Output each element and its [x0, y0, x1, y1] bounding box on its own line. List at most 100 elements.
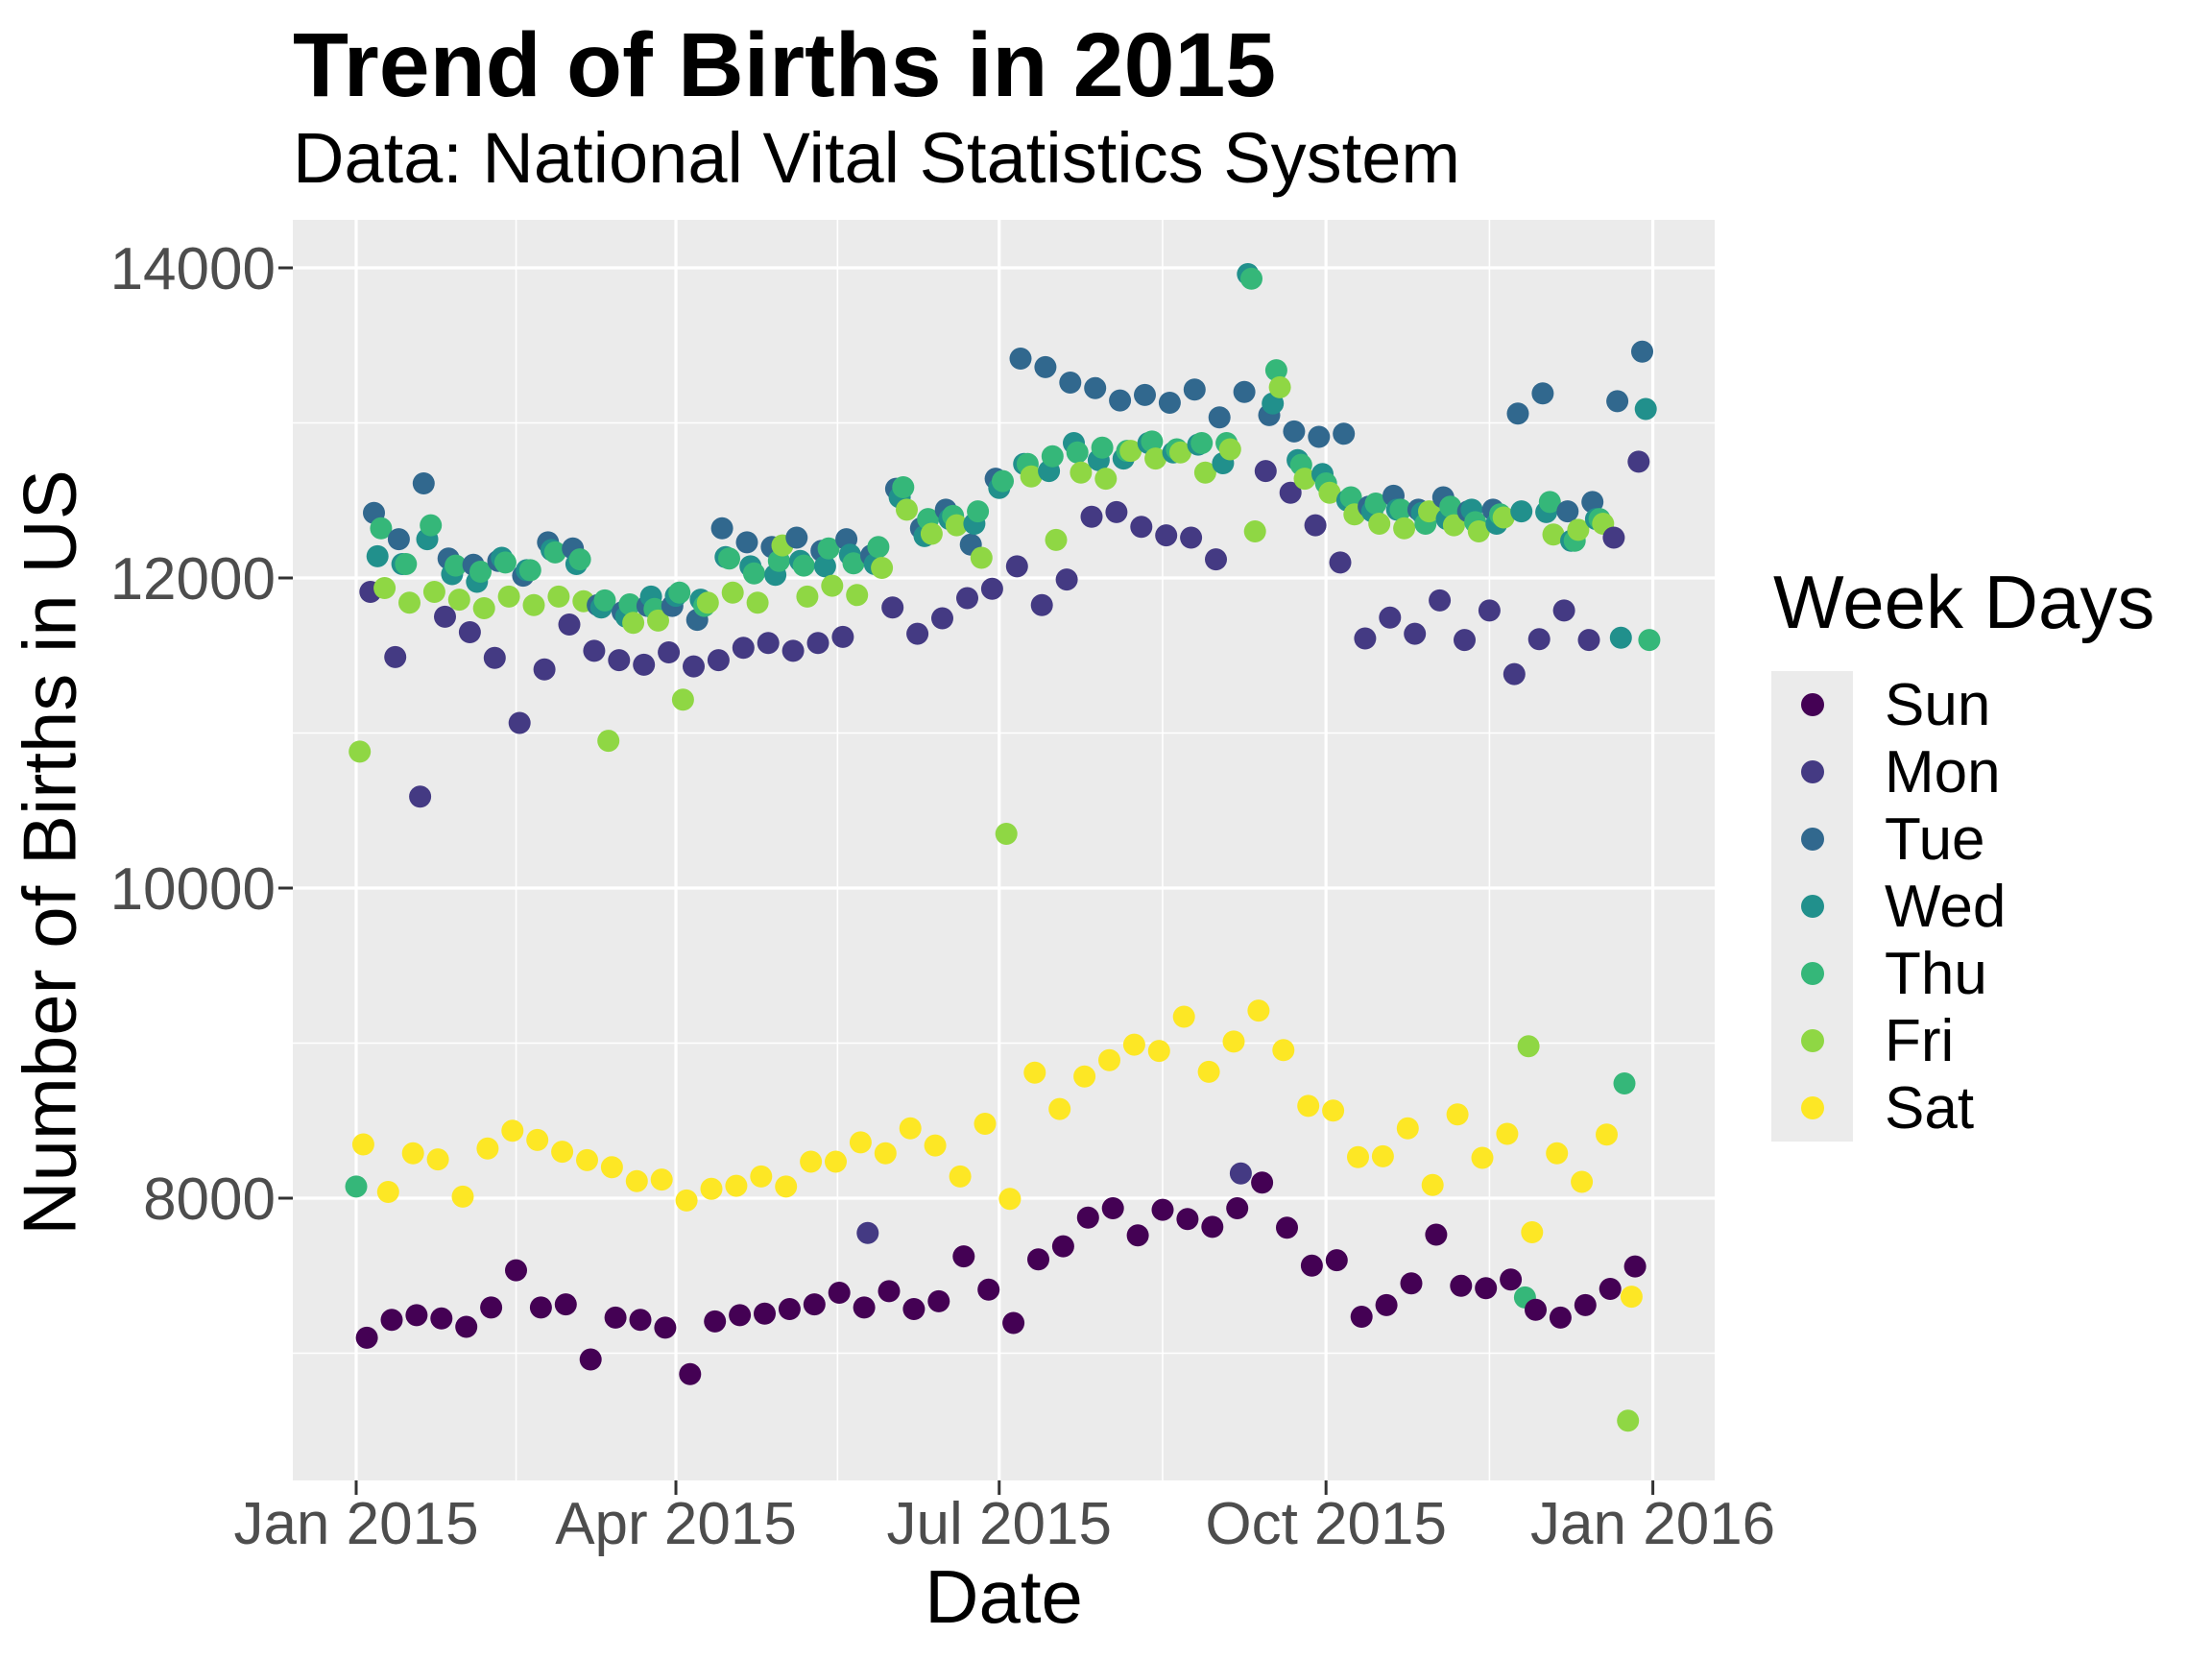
data-point-thu	[668, 581, 691, 604]
data-point-sun	[927, 1289, 950, 1312]
data-point-thu	[1190, 432, 1214, 454]
legend-row-fri: Fri	[1771, 1007, 2154, 1074]
legend-label: Mon	[1885, 738, 2001, 805]
data-point-tue	[1183, 378, 1206, 401]
data-point-sat	[1322, 1099, 1345, 1122]
data-point-sun	[1574, 1293, 1597, 1316]
data-point-tue	[1034, 355, 1057, 378]
chart-title: Trend of Births in 2015	[293, 14, 1277, 116]
data-point-fri	[945, 514, 968, 537]
data-point-sun	[1300, 1254, 1323, 1277]
data-point-sat	[451, 1185, 474, 1208]
data-point-fri	[920, 522, 943, 545]
data-point-sun	[729, 1304, 752, 1327]
data-point-tue	[1158, 392, 1181, 414]
data-point-sun	[1176, 1208, 1199, 1231]
legend-entries: Sun Mon Tue Wed Thu Fri Sat	[1771, 671, 2154, 1142]
data-point-sat	[1122, 1033, 1145, 1056]
data-point-fri	[497, 585, 520, 608]
data-point-fri	[1492, 506, 1515, 529]
data-point-tue	[1134, 383, 1156, 406]
legend-dot-icon	[1800, 828, 1824, 851]
data-point-sat	[1098, 1048, 1120, 1071]
data-point-thu	[1240, 267, 1262, 290]
data-point-mon	[508, 711, 531, 734]
data-point-mon	[1527, 628, 1551, 651]
data-point-thu	[1538, 491, 1561, 514]
data-point-thu	[618, 593, 641, 615]
data-point-mon	[583, 639, 606, 662]
data-point-thu	[1041, 445, 1064, 468]
data-point-sun	[579, 1348, 602, 1371]
data-point-sat	[1421, 1173, 1444, 1196]
data-point-sun	[1076, 1206, 1099, 1229]
data-point-sat	[526, 1128, 549, 1151]
data-point-mon	[558, 613, 581, 636]
data-point-fri	[1045, 528, 1068, 551]
data-point-fri	[547, 585, 570, 608]
data-point-fri	[746, 591, 769, 614]
data-point-fri	[796, 585, 819, 608]
data-point-fri	[522, 593, 545, 616]
data-point-mon	[1279, 481, 1302, 504]
data-point-mon	[1254, 460, 1277, 483]
data-point-sun	[1251, 1171, 1274, 1194]
data-point-fri	[1617, 1409, 1640, 1432]
data-point-tue	[1556, 500, 1579, 523]
data-point-thu	[792, 554, 815, 577]
data-point-mon	[831, 625, 854, 648]
data-point-sun	[1051, 1235, 1074, 1258]
data-point-sat	[401, 1142, 424, 1165]
data-point-fri	[1094, 468, 1118, 491]
data-point-mon	[658, 641, 681, 663]
x-tick-label: Oct 2015	[1205, 1491, 1447, 1557]
data-point-sat	[1172, 1005, 1195, 1028]
data-point-sun	[654, 1316, 677, 1339]
data-point-thu	[1638, 629, 1661, 652]
legend-dot-icon	[1800, 1096, 1824, 1119]
data-point-sun	[1027, 1248, 1049, 1271]
data-point-sat	[998, 1188, 1022, 1211]
data-point-thu	[1339, 486, 1362, 509]
legend-row-sun: Sun	[1771, 671, 2154, 738]
data-point-thu	[445, 554, 468, 577]
data-point-mon	[608, 649, 631, 672]
data-point-tue	[1506, 402, 1529, 425]
data-point-fri	[1268, 375, 1291, 398]
data-point-sat	[1247, 999, 1270, 1022]
data-point-mon	[1329, 551, 1352, 574]
data-point-sun	[1375, 1293, 1398, 1316]
data-point-mon	[732, 637, 755, 660]
data-point-mon	[1180, 526, 1203, 549]
data-point-tue	[785, 526, 808, 549]
data-point-thu	[718, 547, 740, 570]
data-point-thu	[1364, 493, 1387, 515]
data-point-fri	[647, 609, 669, 632]
data-point-sat	[1371, 1144, 1394, 1167]
data-point-fri	[398, 591, 421, 614]
data-point-sun	[952, 1245, 975, 1268]
data-point-sat	[1620, 1286, 1643, 1309]
data-point-fri	[622, 612, 645, 635]
data-point-sun	[803, 1293, 826, 1316]
data-point-sat	[1272, 1039, 1295, 1062]
data-point-tue	[1631, 340, 1653, 363]
data-point-sun	[1599, 1278, 1622, 1300]
data-point-fri	[696, 591, 719, 614]
data-point-sat	[426, 1148, 449, 1171]
data-point-sat	[625, 1169, 648, 1192]
data-point-fri	[995, 823, 1018, 845]
data-point-sun	[1525, 1298, 1547, 1321]
data-point-sat	[1571, 1170, 1594, 1193]
data-point-sat	[1073, 1065, 1096, 1088]
data-point-mon	[1454, 629, 1476, 652]
data-point-thu	[967, 500, 990, 523]
data-point-sat	[974, 1113, 997, 1135]
data-point-mon	[1055, 568, 1078, 591]
data-point-mon	[856, 1221, 879, 1244]
data-point-fri	[671, 688, 694, 711]
legend-dot-icon	[1800, 693, 1824, 716]
data-point-mon	[1205, 548, 1227, 571]
data-point-sat	[1546, 1142, 1569, 1165]
